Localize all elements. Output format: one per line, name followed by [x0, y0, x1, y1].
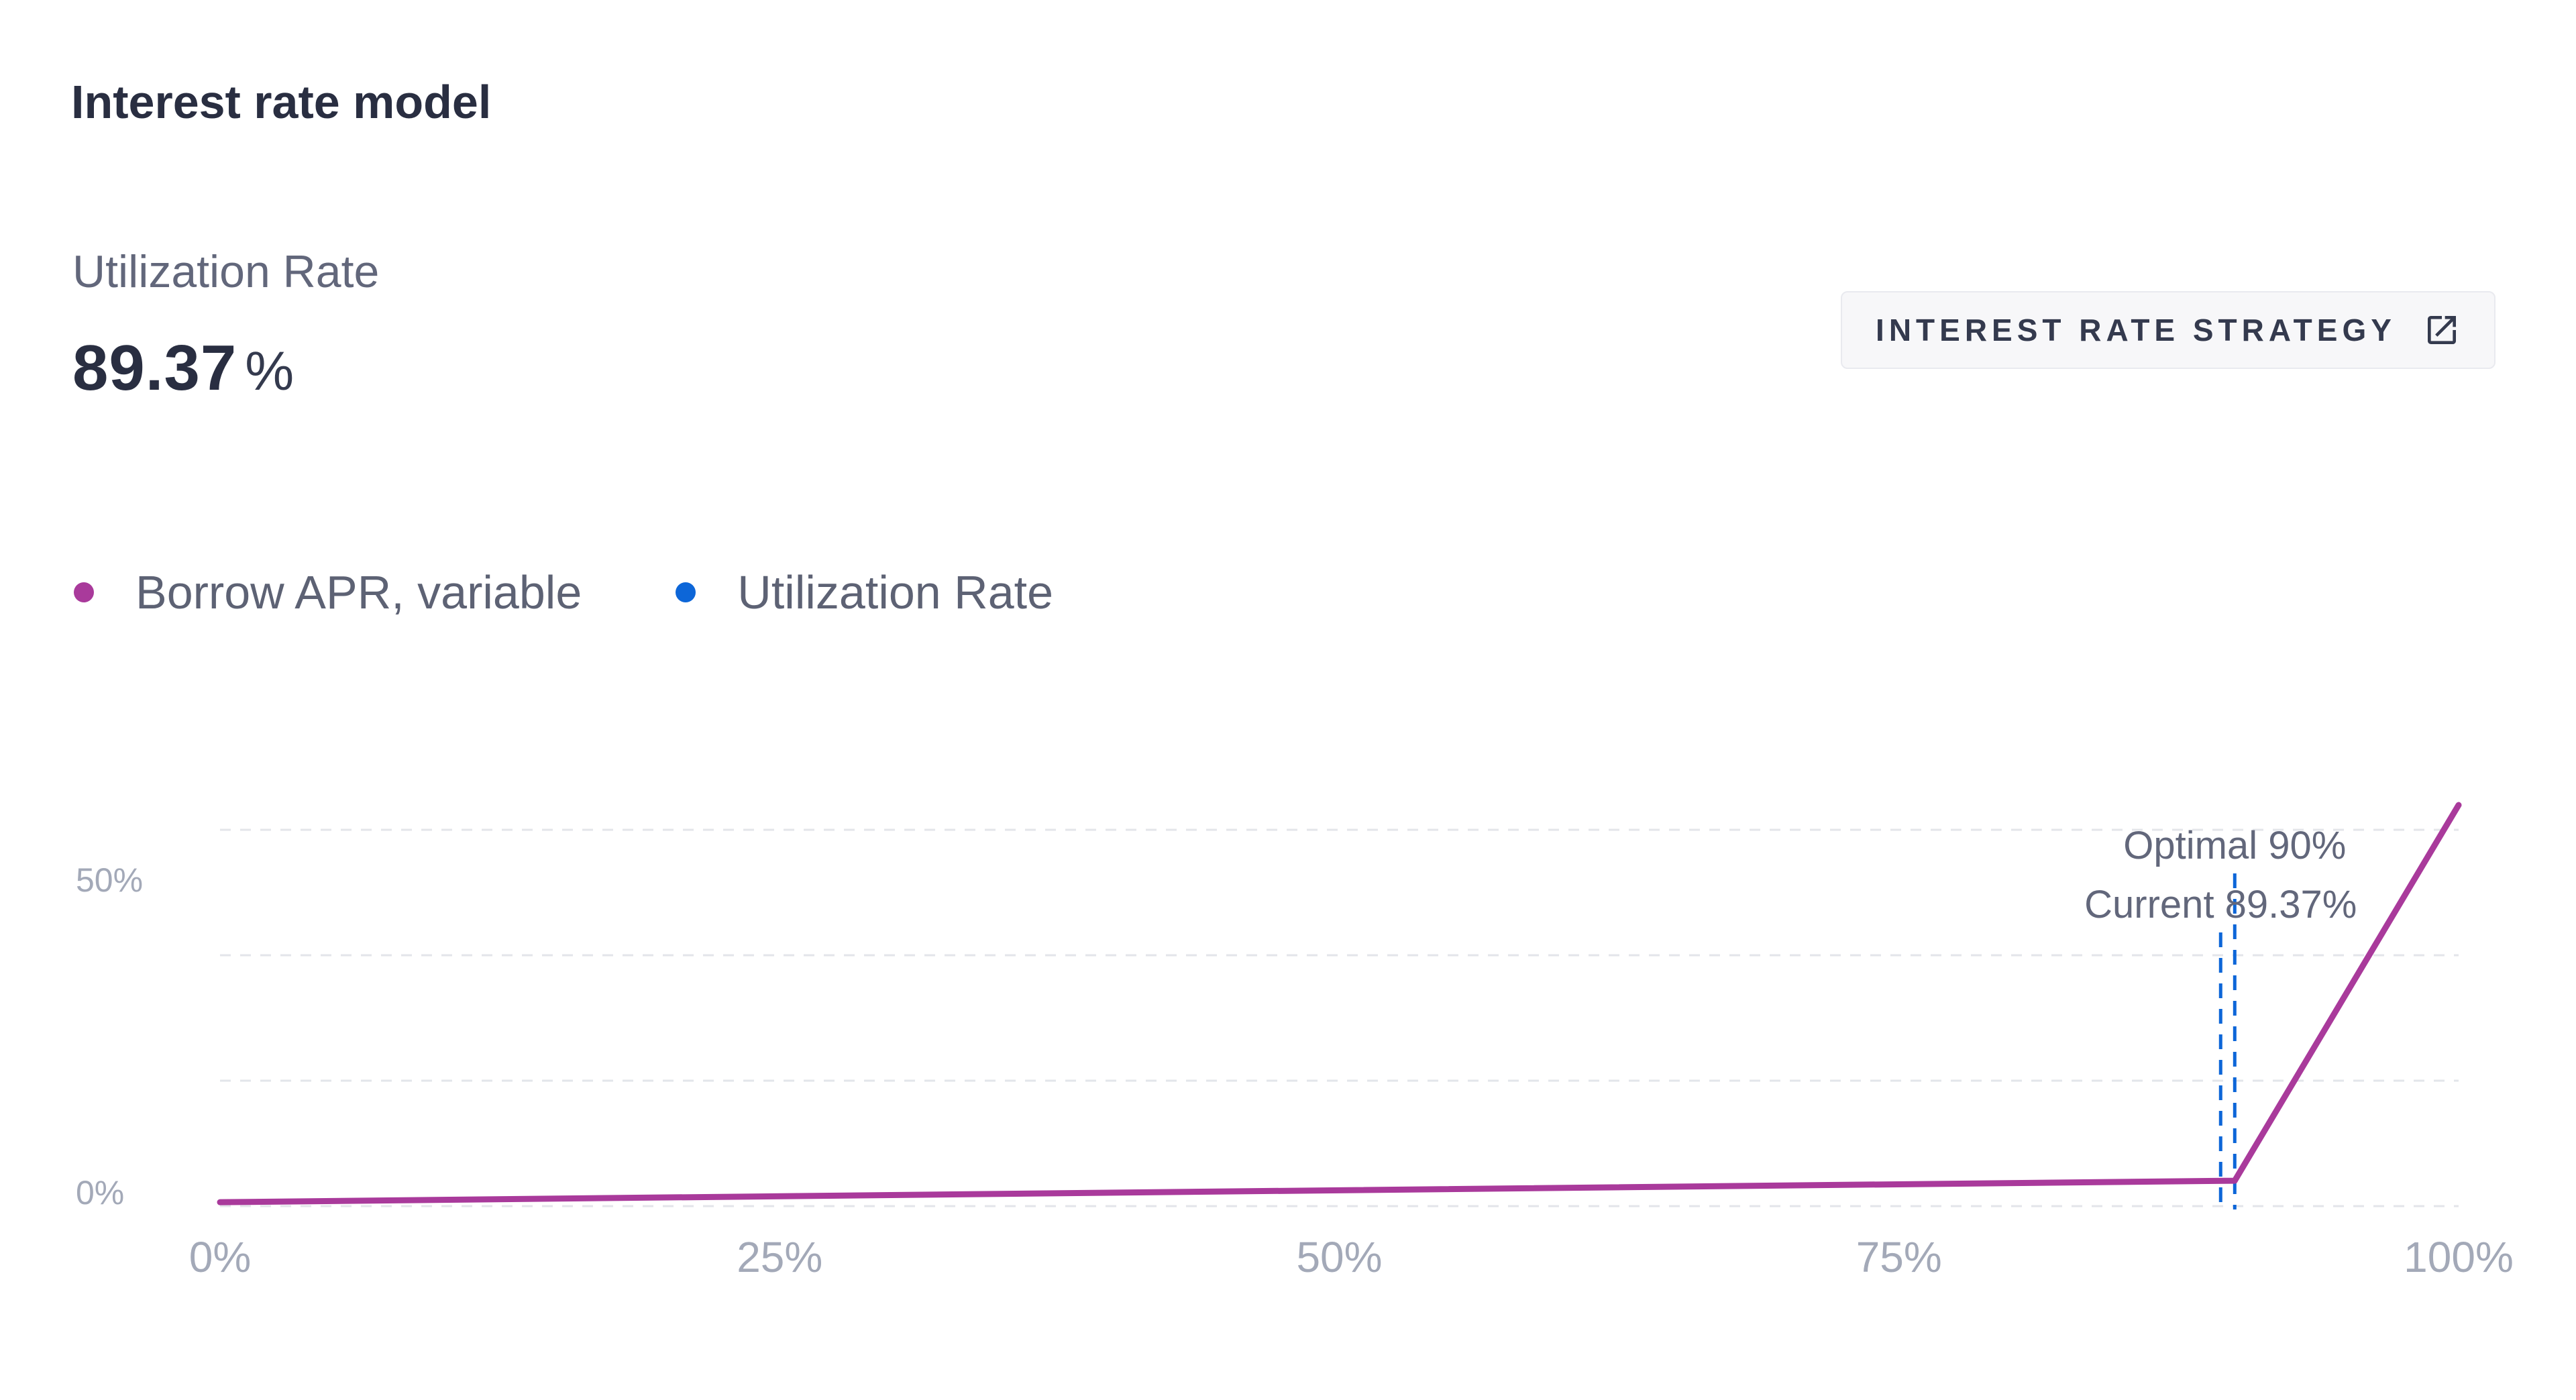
utilization-rate-label: Utilization Rate	[72, 246, 380, 297]
legend-item-borrow-apr: Borrow APR, variable	[74, 567, 582, 618]
utilization-rate-unit: %	[245, 341, 294, 402]
legend-label-borrow-apr: Borrow APR, variable	[136, 566, 582, 618]
optimal-utilization-marker-label: Optimal 90%	[2123, 824, 2346, 867]
external-link-icon	[2427, 316, 2456, 344]
x-tick-label: 50%	[1296, 1233, 1382, 1281]
x-tick-label: 100%	[2404, 1233, 2514, 1281]
interest-rate-strategy-button-label: INTEREST RATE STRATEGY	[1876, 313, 2396, 347]
y-tick-label: 50%	[76, 861, 143, 899]
chart-legend: Borrow APR, variable Utilization Rate	[74, 567, 1053, 618]
legend-label-utilization-rate: Utilization Rate	[737, 566, 1054, 618]
x-tick-label: 0%	[189, 1233, 252, 1281]
x-tick-label: 75%	[1856, 1233, 1942, 1281]
x-tick-label: 25%	[737, 1233, 822, 1281]
page-title: Interest rate model	[71, 76, 492, 128]
current-utilization-marker-label: Current 89.37%	[2084, 883, 2357, 926]
y-tick-label: 0%	[76, 1174, 124, 1211]
utilization-rate-value-row: 89.37 %	[72, 331, 294, 405]
legend-item-utilization-rate: Utilization Rate	[676, 567, 1053, 618]
borrow-apr-line	[217, 802, 2462, 1205]
utilization-rate-value: 89.37	[72, 332, 237, 404]
utilization-rate-dot-icon	[676, 582, 696, 602]
borrow-apr-dot-icon	[74, 582, 94, 602]
interest-rate-strategy-button[interactable]: INTEREST RATE STRATEGY	[1841, 291, 2496, 369]
